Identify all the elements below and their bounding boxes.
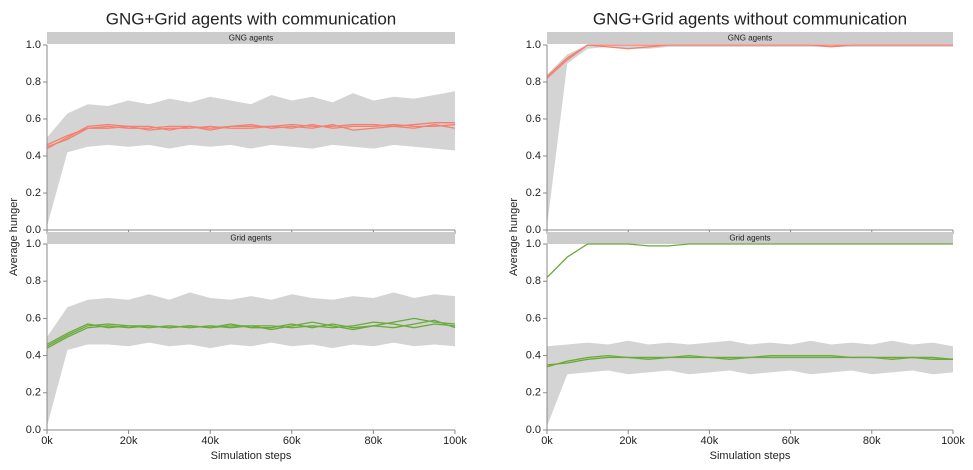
facet-strip [47,232,455,244]
series-line [546,243,953,278]
facet-label: GNG agents [728,34,772,43]
y-tick-label: 0.8 [526,76,541,88]
facet-label: GNG agents [229,34,273,43]
chart-title: GNG+Grid agents without communication [593,9,907,28]
x-tick-label: 100k [443,435,467,447]
series-line [546,44,953,79]
y-tick-label: 0.6 [26,312,41,324]
y-tick-label: 0.0 [26,424,41,436]
series-line [546,44,953,77]
y-tick-label: 0.6 [526,113,541,125]
y-tick-label: 1.0 [526,39,541,51]
series-line [546,356,953,366]
y-tick-label: 1.0 [526,238,541,250]
x-tick-label: 60k [283,435,301,447]
y-tick-label: 0.4 [26,350,41,362]
facet-strip [547,232,953,244]
x-tick-label: 0k [541,435,553,447]
y-tick-label: 0.0 [526,224,541,236]
range-band [47,91,455,227]
y-tick-label: 0.8 [26,76,41,88]
x-tick-label: 40k [701,435,719,447]
x-tick-label: 20k [120,435,138,447]
x-tick-label: 40k [201,435,219,447]
y-tick-label: 0.2 [526,387,541,399]
y-tick-label: 0.2 [26,187,41,199]
x-axis-label: Simulation steps [211,450,292,462]
y-tick-label: 0.8 [26,275,41,287]
y-axis-label: Average hunger [508,198,520,276]
facet-label: Grid agents [729,234,770,243]
y-tick-label: 0.0 [26,224,41,236]
y-tick-label: 0.4 [526,150,541,162]
y-tick-label: 0.0 [526,424,541,436]
y-tick-label: 0.2 [26,387,41,399]
chart-title: GNG+Grid agents with communication [106,9,397,28]
x-tick-label: 60k [782,435,800,447]
x-tick-label: 80k [863,435,881,447]
x-tick-label: 80k [365,435,383,447]
facet-strip [547,32,953,44]
facet-label: Grid agents [230,234,271,243]
series-line [46,123,456,150]
series-line [46,319,456,346]
y-tick-label: 0.6 [26,113,41,125]
y-tick-label: 0.6 [526,312,541,324]
y-tick-label: 0.4 [26,150,41,162]
x-tick-label: 100k [941,435,965,447]
y-axis-label: Average hunger [8,198,20,276]
y-tick-label: 0.8 [526,275,541,287]
facet-strip [47,32,455,44]
x-axis-label: Simulation steps [710,450,791,462]
range-band [547,340,953,427]
range-band [547,45,953,227]
y-tick-label: 0.4 [526,350,541,362]
x-tick-label: 20k [619,435,637,447]
y-tick-label: 1.0 [26,39,41,51]
series-line [46,123,456,146]
y-tick-label: 1.0 [26,238,41,250]
x-tick-label: 0k [41,435,53,447]
y-tick-label: 0.2 [526,187,541,199]
range-band [47,292,455,427]
